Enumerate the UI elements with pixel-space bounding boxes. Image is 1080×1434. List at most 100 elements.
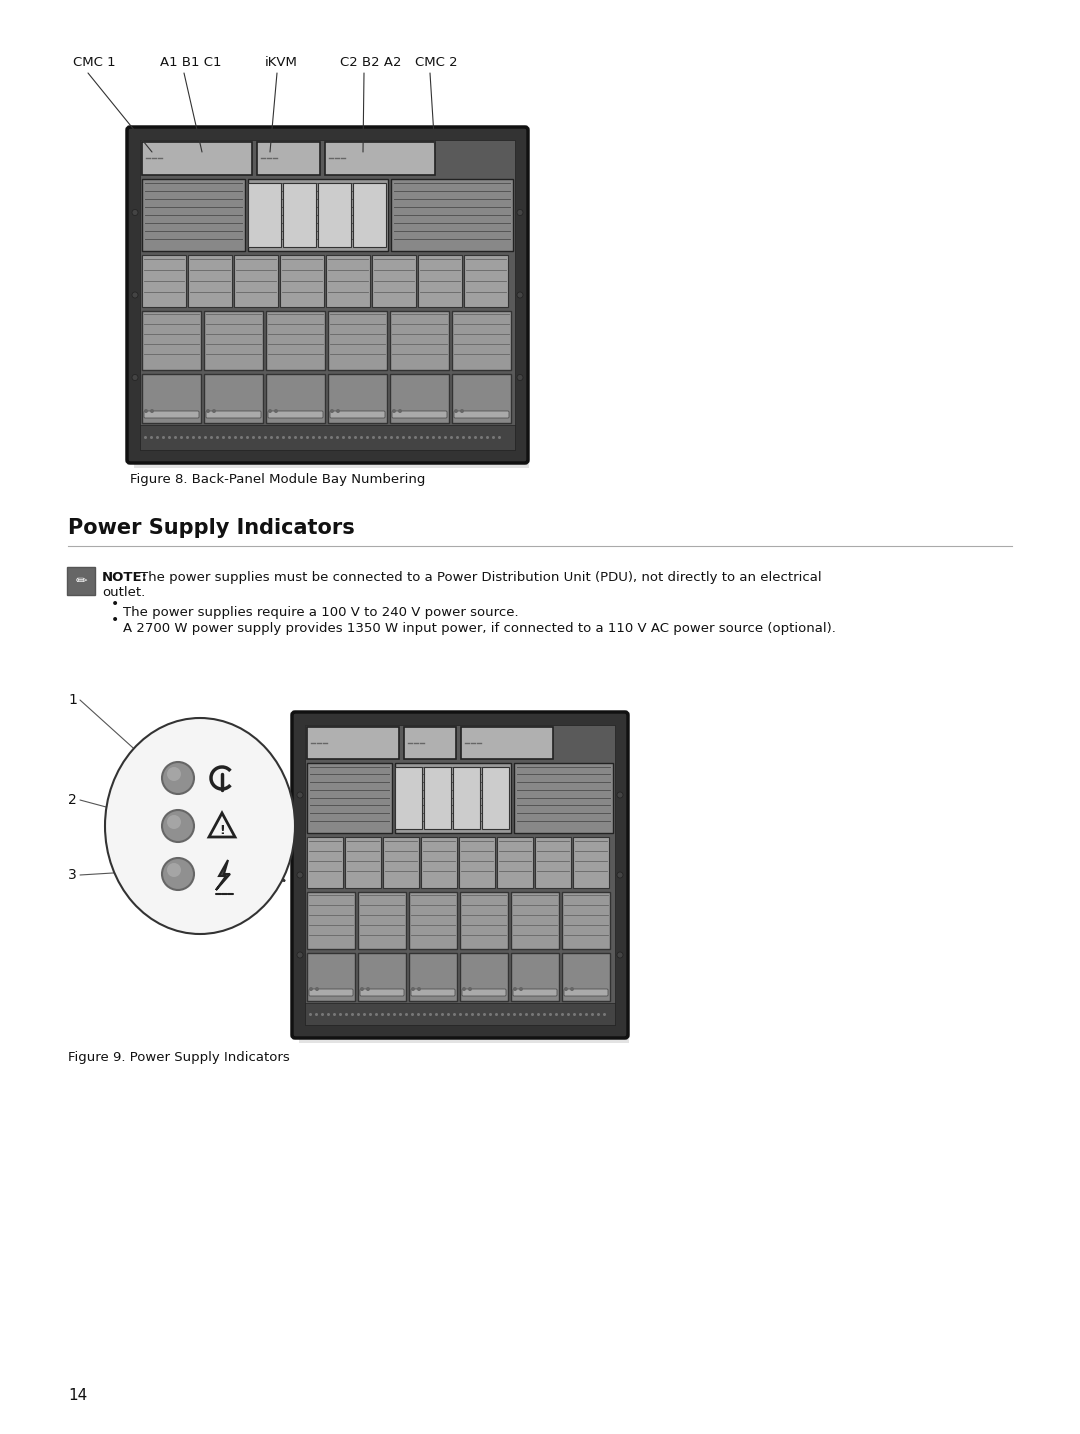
FancyBboxPatch shape: [453, 311, 511, 370]
FancyBboxPatch shape: [127, 128, 528, 463]
FancyBboxPatch shape: [372, 255, 416, 307]
FancyBboxPatch shape: [318, 184, 351, 247]
Text: NOTE:: NOTE:: [102, 571, 148, 584]
FancyBboxPatch shape: [283, 184, 316, 247]
FancyBboxPatch shape: [353, 184, 386, 247]
FancyBboxPatch shape: [418, 255, 462, 307]
FancyBboxPatch shape: [454, 412, 509, 417]
Text: 1: 1: [68, 693, 77, 707]
FancyBboxPatch shape: [234, 255, 278, 307]
FancyBboxPatch shape: [307, 892, 355, 949]
FancyBboxPatch shape: [421, 837, 457, 888]
FancyBboxPatch shape: [307, 954, 355, 1001]
FancyBboxPatch shape: [395, 763, 511, 833]
FancyBboxPatch shape: [328, 311, 387, 370]
FancyBboxPatch shape: [345, 837, 381, 888]
Text: Figure 8. Back-Panel Module Bay Numbering: Figure 8. Back-Panel Module Bay Numberin…: [130, 473, 426, 486]
Circle shape: [513, 987, 517, 991]
Circle shape: [315, 987, 319, 991]
Text: 14: 14: [68, 1388, 87, 1402]
Circle shape: [212, 409, 216, 413]
FancyBboxPatch shape: [390, 311, 449, 370]
FancyBboxPatch shape: [511, 892, 559, 949]
Circle shape: [162, 858, 194, 891]
Text: iKVM: iKVM: [265, 56, 298, 69]
Circle shape: [570, 987, 573, 991]
FancyBboxPatch shape: [390, 374, 449, 423]
Text: CMC 1: CMC 1: [73, 56, 116, 69]
FancyBboxPatch shape: [134, 460, 529, 467]
Text: 2: 2: [68, 793, 77, 807]
Circle shape: [167, 863, 181, 878]
FancyBboxPatch shape: [280, 255, 324, 307]
FancyBboxPatch shape: [453, 767, 480, 829]
Circle shape: [309, 987, 313, 991]
Ellipse shape: [105, 718, 295, 934]
Text: ✏: ✏: [76, 574, 86, 588]
FancyBboxPatch shape: [268, 412, 323, 417]
Circle shape: [392, 409, 396, 413]
Text: The power supplies must be connected to a Power Distribution Unit (PDU), not dir: The power supplies must be connected to …: [140, 571, 822, 584]
Text: CMC 2: CMC 2: [415, 56, 458, 69]
Circle shape: [399, 409, 402, 413]
FancyBboxPatch shape: [409, 892, 457, 949]
FancyBboxPatch shape: [307, 837, 343, 888]
Circle shape: [330, 409, 334, 413]
Text: A1 B1 C1: A1 B1 C1: [160, 56, 221, 69]
Circle shape: [162, 761, 194, 794]
FancyBboxPatch shape: [305, 1002, 615, 1025]
Circle shape: [411, 987, 415, 991]
FancyBboxPatch shape: [514, 763, 613, 833]
FancyBboxPatch shape: [141, 374, 201, 423]
FancyBboxPatch shape: [309, 989, 353, 997]
Circle shape: [460, 409, 464, 413]
Circle shape: [132, 374, 138, 380]
FancyBboxPatch shape: [248, 184, 281, 247]
FancyBboxPatch shape: [330, 412, 384, 417]
Circle shape: [144, 409, 148, 413]
Circle shape: [519, 987, 523, 991]
FancyBboxPatch shape: [266, 374, 325, 423]
Circle shape: [617, 792, 623, 797]
Circle shape: [366, 987, 370, 991]
FancyBboxPatch shape: [464, 255, 508, 307]
Circle shape: [517, 209, 523, 215]
FancyBboxPatch shape: [266, 311, 325, 370]
FancyBboxPatch shape: [141, 255, 186, 307]
Text: 3: 3: [68, 868, 77, 882]
Polygon shape: [249, 856, 285, 880]
Circle shape: [564, 987, 568, 991]
Polygon shape: [210, 813, 235, 837]
FancyBboxPatch shape: [391, 179, 513, 251]
FancyBboxPatch shape: [67, 566, 95, 595]
FancyBboxPatch shape: [357, 892, 406, 949]
Text: Figure 9. Power Supply Indicators: Figure 9. Power Supply Indicators: [68, 1051, 289, 1064]
Circle shape: [274, 409, 278, 413]
Circle shape: [617, 952, 623, 958]
Text: !: !: [219, 823, 225, 836]
FancyBboxPatch shape: [248, 179, 388, 251]
FancyBboxPatch shape: [497, 837, 534, 888]
FancyBboxPatch shape: [459, 837, 495, 888]
FancyBboxPatch shape: [424, 767, 451, 829]
FancyBboxPatch shape: [460, 892, 508, 949]
Circle shape: [150, 409, 154, 413]
FancyBboxPatch shape: [307, 727, 399, 759]
Circle shape: [206, 409, 210, 413]
Circle shape: [517, 293, 523, 298]
FancyBboxPatch shape: [204, 311, 264, 370]
FancyBboxPatch shape: [140, 141, 515, 450]
FancyBboxPatch shape: [573, 837, 609, 888]
Text: C2 B2 A2: C2 B2 A2: [340, 56, 402, 69]
FancyBboxPatch shape: [357, 954, 406, 1001]
FancyBboxPatch shape: [204, 374, 264, 423]
FancyBboxPatch shape: [562, 892, 610, 949]
FancyBboxPatch shape: [325, 142, 435, 175]
Text: The power supplies require a 100 V to 240 V power source.: The power supplies require a 100 V to 24…: [123, 607, 518, 619]
Circle shape: [336, 409, 340, 413]
FancyBboxPatch shape: [461, 727, 553, 759]
FancyBboxPatch shape: [383, 837, 419, 888]
Circle shape: [268, 409, 272, 413]
FancyBboxPatch shape: [307, 763, 392, 833]
Circle shape: [462, 987, 465, 991]
